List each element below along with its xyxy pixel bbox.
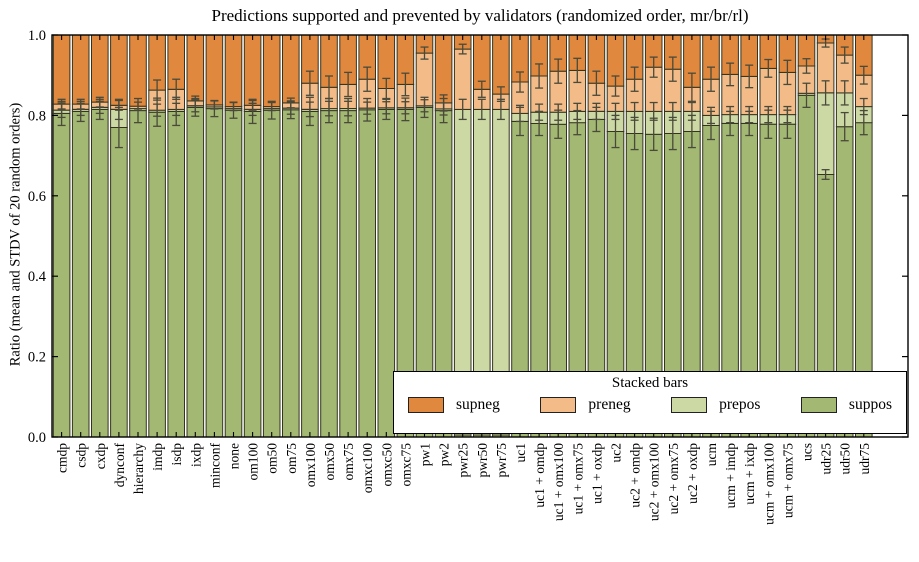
x-tick-label: uc2 + omx75: [666, 443, 681, 515]
x-tick-label: ucm + omx100: [761, 443, 776, 525]
legend-swatch-prepos: [671, 397, 708, 413]
x-tick-label: uc1 + oxdp: [589, 443, 604, 504]
bar-segment-suppos: [301, 110, 319, 438]
y-tick-label: 0.4: [28, 269, 47, 285]
bar-segment-supneg: [282, 34, 300, 104]
legend-label: supneg: [456, 396, 500, 413]
bar-segment-supneg: [186, 34, 205, 102]
x-tick-label: dynconf: [112, 443, 127, 488]
x-tick-label: ucm + omx75: [780, 443, 795, 518]
chart-title: Predictions supported and prevented by v…: [211, 6, 749, 25]
bar-segment-suppos: [91, 108, 109, 438]
x-tick-label: pwr50: [475, 443, 490, 478]
bar-segment-suppos: [186, 106, 205, 438]
x-tick-label: om100: [246, 443, 261, 481]
x-tick-label: none: [227, 443, 242, 469]
x-tick-label: udr50: [838, 443, 853, 475]
y-tick-label: 1.0: [28, 28, 46, 44]
bar-segment-suppos: [243, 110, 262, 438]
x-tick-label: om75: [284, 443, 299, 474]
plot-frame: [51, 34, 909, 438]
x-tick-label: ucs: [800, 443, 815, 461]
legend-entry-supneg: supneg: [408, 396, 500, 414]
x-tick-label: omx75: [341, 443, 356, 481]
bar-segment-supneg: [129, 34, 147, 107]
legend-label: prepos: [719, 396, 761, 413]
bar-segment-supneg: [91, 34, 109, 103]
y-tick-label: 0.0: [28, 430, 46, 446]
x-tick-label: cxdp: [93, 443, 108, 469]
y-axis-label: Ratio (mean and STDV of 20 random orders…: [7, 102, 24, 367]
y-tick-label: 0.8: [28, 108, 46, 124]
x-tick-label: omxc100: [360, 443, 375, 493]
legend-entry-preneg: preneg: [540, 396, 631, 414]
x-tick-label: ucm + ixdp: [742, 443, 757, 505]
bar-segment-supneg: [434, 34, 453, 104]
bar-segment-supneg: [243, 34, 262, 106]
legend-label: preneg: [588, 396, 631, 413]
x-tick-label: udr25: [819, 443, 834, 475]
x-tick-label: omx50: [322, 443, 337, 481]
legend-entries: supneg preneg prepos suppos: [394, 392, 906, 414]
x-tick-label: omxc75: [398, 443, 413, 487]
bar-segment-supneg: [205, 34, 224, 106]
legend-title: Stacked bars: [611, 375, 689, 391]
x-tick-label: uc2 + omdp: [628, 443, 643, 508]
x-tick-label: ucm: [704, 443, 719, 467]
legend-entry-prepos: prepos: [671, 396, 760, 414]
x-tick-label: uc1 + omx75: [570, 443, 585, 515]
bar-segment-suppos: [205, 108, 224, 438]
bar-segment-supneg: [262, 34, 281, 108]
x-tick-label: csdp: [74, 443, 89, 468]
bar-segment-suppos: [282, 109, 300, 438]
legend: Stacked bars supneg preneg prepos suppos: [393, 371, 907, 434]
bar-segment-suppos: [52, 112, 71, 438]
x-tick-label: imdp: [150, 443, 165, 471]
x-tick-label: cmdp: [55, 443, 70, 473]
bar-segment-suppos: [167, 110, 185, 438]
bar-segment-suppos: [71, 110, 90, 438]
bar-segment-supneg: [224, 34, 243, 108]
bar-segment-supneg: [52, 34, 71, 105]
bar-segment-suppos: [262, 109, 281, 438]
legend-swatch-supneg: [408, 397, 444, 413]
x-tick-label: uc1 + omx100: [551, 443, 566, 521]
x-tick-label: pwr75: [494, 443, 509, 478]
x-tick-label: om50: [265, 443, 280, 474]
x-tick-label: omxc50: [379, 443, 394, 487]
x-tick-label: uc1: [513, 443, 528, 463]
x-tick-label: uc2 + omx100: [647, 443, 662, 521]
bar-segment-suppos: [339, 110, 357, 438]
x-tick-label: hierarchy: [131, 443, 146, 494]
x-tick-label: pw1: [418, 443, 433, 466]
x-tick-label: pw2: [437, 443, 452, 466]
x-tick-label: minconf: [207, 443, 222, 488]
x-tick-label: isdp: [169, 443, 184, 466]
legend-label: suppos: [848, 396, 892, 413]
legend-swatch-preneg: [540, 397, 577, 413]
x-tick-label: uc2 + oxdp: [685, 443, 700, 504]
legend-entry-suppos: suppos: [800, 396, 892, 414]
y-tick-label: 0.6: [28, 189, 46, 205]
bar-segment-supneg: [492, 34, 510, 95]
bar-segment-suppos: [224, 109, 243, 438]
x-tick-label: ucm + imdp: [723, 443, 738, 509]
bar-segment-supneg: [110, 34, 128, 106]
bar-segment-supneg: [71, 34, 90, 105]
bar-segment-suppos: [148, 111, 166, 438]
bar-segment-suppos: [358, 109, 376, 438]
x-tick-label: uc2: [609, 443, 624, 463]
legend-swatch-suppos: [800, 397, 837, 413]
bar-segment-suppos: [320, 110, 338, 438]
x-tick-label: uc1 + omdp: [532, 443, 547, 508]
x-tick-label: ixdp: [188, 443, 203, 467]
x-tick-label: omx100: [303, 443, 318, 488]
bar-segment-suppos: [110, 127, 128, 438]
x-tick-label: pwr25: [456, 443, 471, 478]
y-tick-label: 0.2: [28, 350, 46, 366]
x-tick-label: udr75: [857, 443, 872, 475]
bar-segment-suppos: [129, 110, 147, 438]
